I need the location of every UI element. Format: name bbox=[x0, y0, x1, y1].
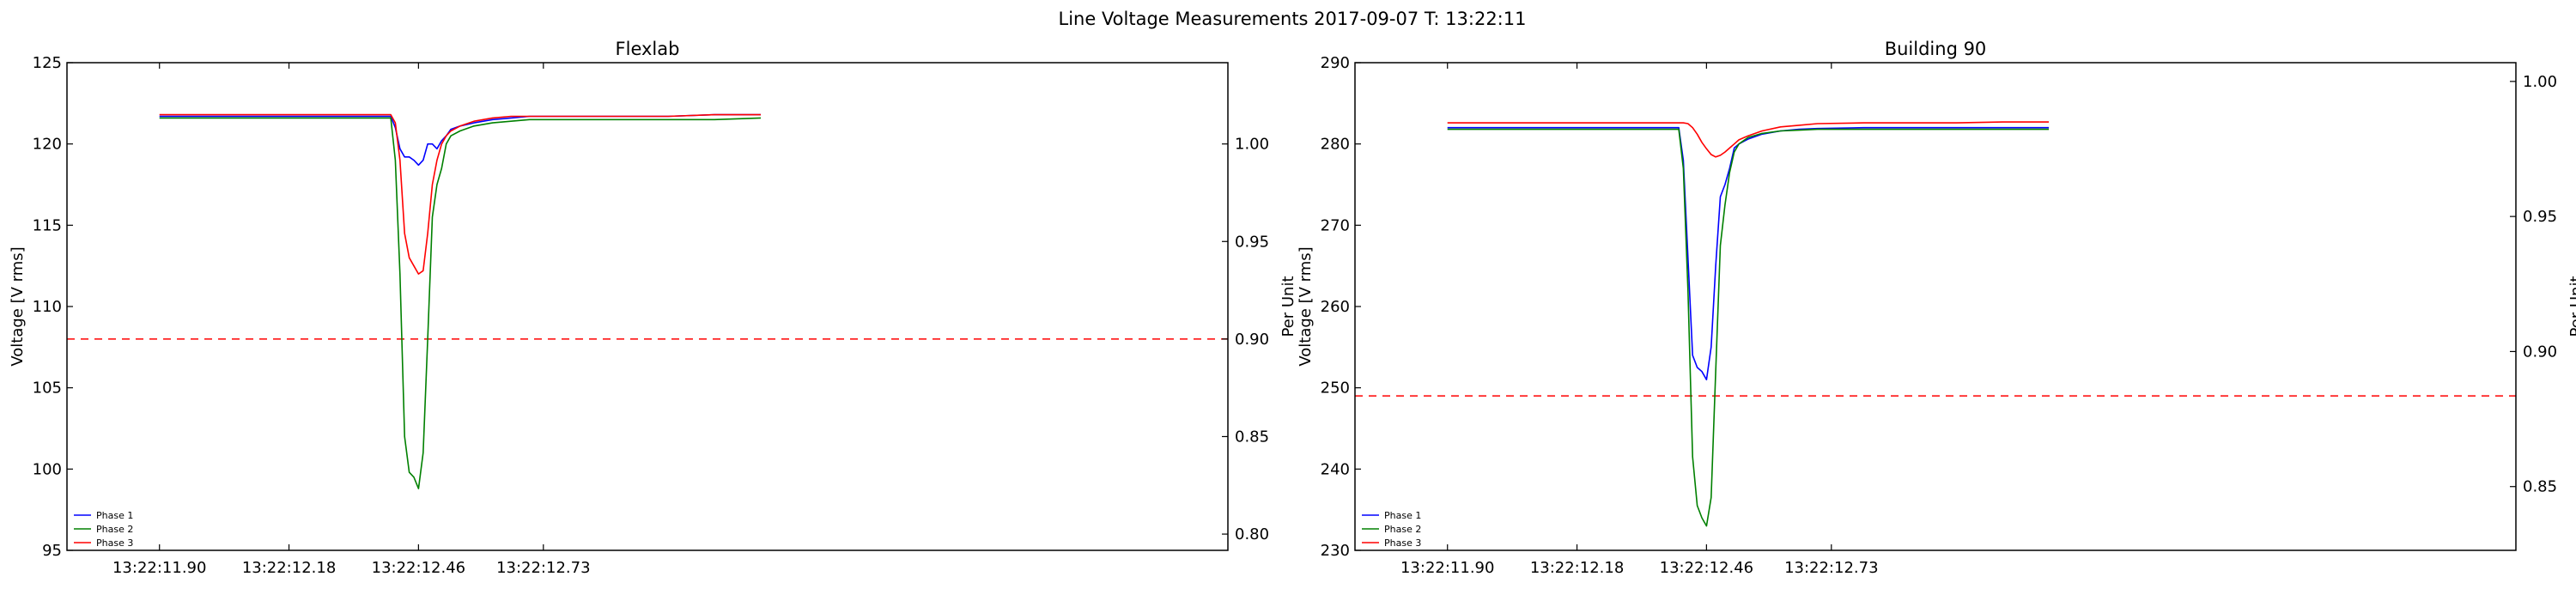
y-tick-label: 115 bbox=[33, 216, 62, 234]
x-tick-label: 13:22:12.73 bbox=[496, 559, 590, 577]
series-line-phase-2 bbox=[1447, 128, 2049, 527]
y-tick-label: 95 bbox=[42, 542, 62, 560]
x-tick-label: 13:22:12.18 bbox=[242, 559, 336, 577]
y-tick-label: 260 bbox=[1321, 298, 1350, 316]
y-tick-label: 230 bbox=[1321, 542, 1350, 560]
y2-tick-label: 1.00 bbox=[2523, 73, 2557, 91]
x-tick-label: 13:22:11.90 bbox=[1400, 559, 1494, 577]
y2-tick-label: 0.90 bbox=[1235, 331, 1269, 349]
y2-axis-label: Per Unit bbox=[2567, 276, 2576, 337]
x-tick-label: 13:22:12.46 bbox=[372, 559, 465, 577]
legend-label-phase-1: Phase 1 bbox=[1384, 510, 1421, 521]
y-tick-label: 290 bbox=[1321, 54, 1350, 72]
chart-panel-2: Building 90 13:22:11.90 13:22:12.18 13:22:1… bbox=[1297, 39, 2576, 577]
y2-tick-label: 0.80 bbox=[1235, 525, 1269, 543]
y-tick-label: 125 bbox=[33, 54, 62, 72]
series-line-phase-3 bbox=[1447, 121, 2049, 158]
legend: Phase 1 Phase 2 Phase 3 bbox=[74, 510, 133, 549]
y-tick-label: 110 bbox=[33, 298, 62, 316]
legend: Phase 1 Phase 2 Phase 3 bbox=[1362, 510, 1421, 549]
panel-title: Building 90 bbox=[1885, 39, 1987, 59]
y2-tick-label: 0.90 bbox=[2523, 343, 2557, 361]
y2-tick-label: 1.00 bbox=[1235, 136, 1269, 154]
legend-label-phase-3: Phase 3 bbox=[96, 537, 133, 549]
charts: Flexlab 13:22:11.90 13:22:12.18 13:22:12.46… bbox=[9, 39, 2576, 577]
legend-label-phase-3: Phase 3 bbox=[1384, 537, 1421, 549]
y-tick-label: 120 bbox=[33, 136, 62, 154]
panel-title: Flexlab bbox=[616, 39, 680, 59]
x-tick-label: 13:22:12.73 bbox=[1784, 559, 1878, 577]
series-line-phase-1 bbox=[1447, 126, 2049, 381]
y-tick-label: 105 bbox=[33, 379, 62, 398]
y2-tick-label: 0.85 bbox=[1235, 428, 1269, 446]
legend-label-phase-1: Phase 1 bbox=[96, 510, 133, 521]
y-tick-label: 270 bbox=[1321, 216, 1350, 234]
y-tick-label: 240 bbox=[1321, 460, 1350, 478]
y-tick-label: 100 bbox=[33, 460, 62, 478]
y2-tick-label: 0.95 bbox=[2523, 208, 2557, 226]
y-tick-label: 250 bbox=[1321, 379, 1350, 398]
x-tick-label: 13:22:11.90 bbox=[112, 559, 206, 577]
x-tick-label: 13:22:12.18 bbox=[1530, 559, 1624, 577]
y-axis-label: Voltage [V rms] bbox=[9, 246, 27, 366]
x-tick-label: 13:22:12.46 bbox=[1660, 559, 1753, 577]
y2-tick-label: 0.85 bbox=[2523, 478, 2557, 496]
y2-axis-label: Per Unit bbox=[1279, 276, 1297, 337]
figure-title: Line Voltage Measurements 2017-09-07 T: … bbox=[1059, 9, 1527, 29]
legend-label-phase-2: Phase 2 bbox=[96, 524, 133, 535]
y-axis-label: Voltage [V rms] bbox=[1297, 246, 1315, 366]
series-line-phase-2 bbox=[159, 117, 762, 489]
y-tick-label: 280 bbox=[1321, 136, 1350, 154]
chart-panel-1: Flexlab 13:22:11.90 13:22:12.18 13:22:12.46… bbox=[9, 39, 1297, 577]
series-line-phase-3 bbox=[159, 113, 761, 275]
y2-tick-label: 0.95 bbox=[1235, 233, 1269, 251]
legend-label-phase-2: Phase 2 bbox=[1384, 524, 1421, 535]
